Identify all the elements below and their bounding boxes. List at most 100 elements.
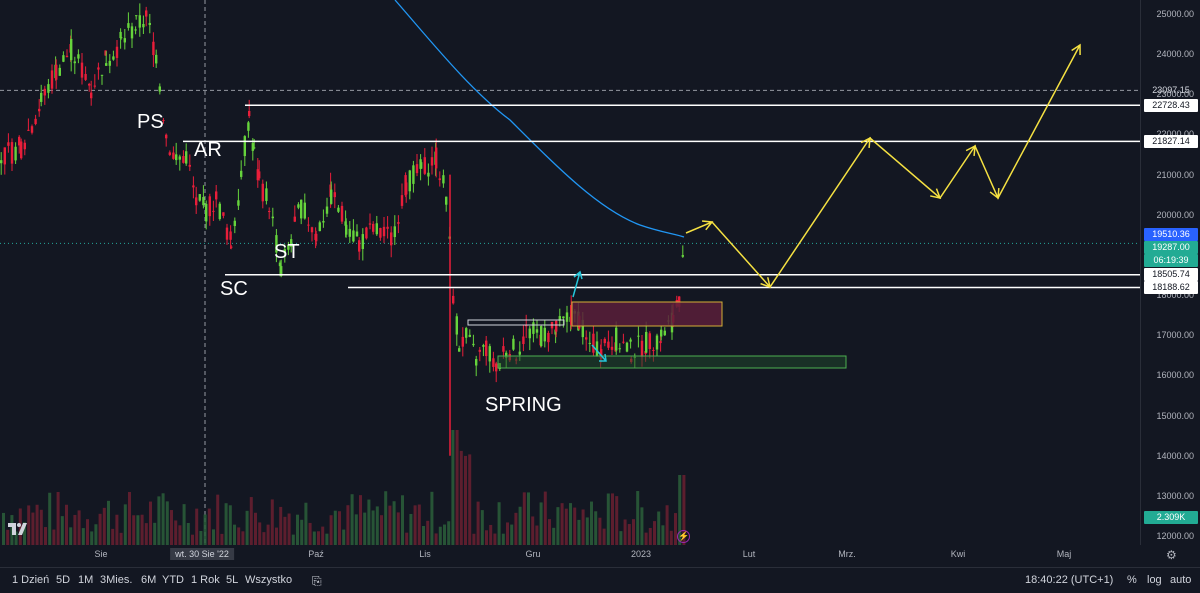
candle-body — [543, 327, 546, 342]
volume-bar — [119, 532, 123, 545]
volume-bar — [489, 524, 493, 545]
candle-body — [337, 207, 340, 212]
volume-bar — [678, 475, 682, 545]
volume-bar — [212, 529, 215, 545]
volume-bar — [199, 530, 203, 545]
volume-bar — [405, 532, 409, 545]
volume-bar — [426, 520, 430, 545]
price-chart[interactable] — [0, 0, 1140, 545]
candle-body — [372, 223, 375, 232]
price-tick-label: 15000.00 — [1156, 410, 1194, 421]
candle-body — [442, 175, 445, 184]
volume-bar — [644, 532, 648, 545]
supply-zone-box — [571, 301, 723, 327]
candle-body — [340, 205, 344, 222]
candle-body — [178, 156, 181, 160]
candle-body — [88, 83, 91, 86]
candle-body — [637, 335, 640, 337]
candle-body — [361, 234, 364, 250]
timeframe-all-button[interactable]: Wszystko — [245, 574, 293, 586]
volume-bar — [69, 527, 73, 545]
price-axis[interactable]: 25000.00 24000.00 23000.00 22000.00 21000.00… — [1140, 0, 1200, 545]
log-scale-button[interactable]: log — [1147, 574, 1162, 586]
candle-body — [455, 316, 458, 335]
price-tick-label: 12000.00 — [1156, 531, 1194, 541]
timeframe-5d-button[interactable]: 5D — [56, 574, 71, 586]
candle-body — [522, 336, 525, 345]
candle-body — [158, 86, 161, 92]
volume-bar — [182, 504, 186, 545]
volume-bar — [594, 511, 598, 545]
candle-body — [212, 210, 215, 212]
volume-bar — [300, 519, 304, 545]
candle-body — [415, 164, 419, 174]
volume-bar — [48, 492, 52, 545]
candle-body — [10, 142, 14, 164]
volume-bar — [371, 510, 375, 545]
volume-bar — [2, 512, 5, 545]
candle-body — [438, 178, 441, 181]
timeframe-1m-button[interactable]: 1M — [78, 574, 94, 586]
gear-icon[interactable]: ⚙ — [1166, 548, 1177, 562]
volume-bar — [157, 496, 161, 545]
candle-body — [558, 316, 561, 321]
volume-bar — [350, 494, 354, 545]
candle-body — [625, 342, 629, 352]
volume-bar — [363, 512, 367, 545]
candle-body — [283, 249, 286, 253]
candle-body — [112, 56, 115, 60]
price-tick-label: 23000.00 — [1156, 89, 1194, 100]
candle-body — [218, 203, 221, 220]
candle-body — [293, 216, 296, 222]
volume-bar — [611, 493, 614, 545]
label-ar: AR — [194, 139, 222, 161]
clock-timezone[interactable]: 18:40:22 (UTC+1) — [1025, 574, 1114, 586]
candle-body — [233, 220, 236, 227]
date-range-icon[interactable]: ⎘ — [312, 574, 322, 588]
candle-body — [115, 46, 119, 58]
candle-body — [565, 312, 569, 322]
time-axis[interactable]: Sie wt. 30 Sie '22 Paź Lis Gru 2023 Lut … — [0, 545, 1140, 562]
chart-canvas[interactable]: PS AR ST SC SPRING ⚡ — [0, 0, 1140, 545]
timeframe-ytd-button[interactable]: YTD — [162, 574, 184, 586]
timeframe-3m-button[interactable]: 3Mies. — [100, 574, 133, 586]
candle-body — [400, 195, 404, 206]
candle-body — [610, 346, 614, 350]
timeframe-1y-button[interactable]: 1 Rok — [191, 574, 220, 586]
volume-bar — [207, 508, 211, 545]
candle-body — [310, 227, 314, 233]
candle-body — [322, 221, 325, 223]
volume-bar — [266, 524, 270, 545]
volume-bar — [384, 491, 388, 545]
volume-bar — [648, 527, 652, 545]
volume-bar — [627, 524, 631, 545]
candle-body — [485, 340, 488, 357]
volume-bar — [44, 527, 47, 545]
volume-bar — [472, 533, 476, 545]
volume-bar — [73, 514, 77, 545]
price-tick-label: 18000.00 — [1156, 290, 1194, 301]
candle-body — [247, 122, 250, 131]
label-st: ST — [274, 241, 300, 263]
auto-scale-button[interactable]: auto — [1170, 574, 1192, 586]
timeframe-1d-button[interactable]: 1 Dzień — [12, 574, 50, 586]
percent-scale-button[interactable]: % — [1127, 574, 1137, 586]
volume-bar — [493, 533, 497, 545]
volume-bar — [165, 501, 169, 545]
volume-bar — [354, 514, 358, 545]
candle-body — [256, 169, 259, 181]
candle-body — [595, 341, 599, 356]
candle-body — [358, 240, 361, 252]
volume-bar — [560, 503, 564, 545]
volume-bar — [128, 492, 131, 545]
timeframe-5y-button[interactable]: 5L — [226, 574, 239, 586]
lightning-icon[interactable]: ⚡ — [677, 530, 690, 543]
volume-bar — [535, 525, 539, 545]
volume-bar — [615, 496, 619, 545]
volume-bar — [140, 514, 144, 545]
candle-body — [225, 227, 229, 240]
timeframe-6m-button[interactable]: 6M — [141, 574, 157, 586]
candle-body — [192, 185, 195, 188]
candle-body — [393, 226, 396, 238]
volume-bar — [459, 450, 463, 545]
